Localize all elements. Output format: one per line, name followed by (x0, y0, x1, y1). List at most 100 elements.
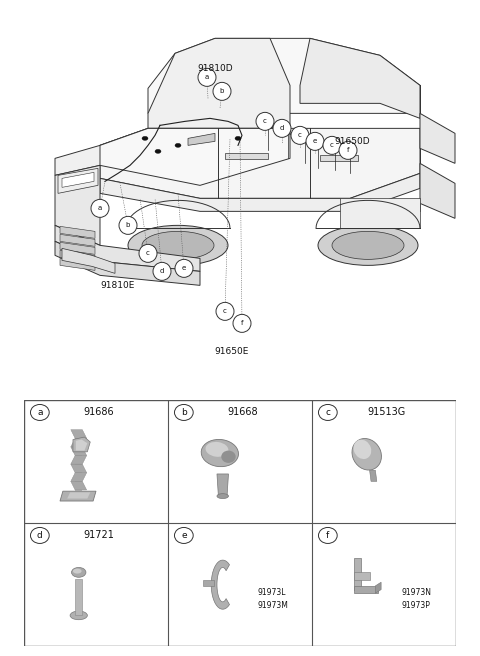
Polygon shape (60, 491, 96, 501)
Polygon shape (71, 438, 86, 447)
Text: 91973N: 91973N (401, 588, 432, 596)
Polygon shape (375, 583, 381, 593)
Polygon shape (62, 173, 94, 188)
Ellipse shape (217, 493, 228, 499)
Polygon shape (217, 474, 228, 496)
Text: d: d (280, 125, 284, 131)
Polygon shape (354, 558, 361, 590)
Circle shape (153, 262, 171, 280)
Text: c: c (146, 251, 150, 256)
Circle shape (339, 141, 357, 159)
Circle shape (318, 405, 337, 420)
Polygon shape (420, 113, 455, 163)
Ellipse shape (70, 611, 87, 620)
Ellipse shape (221, 451, 236, 463)
Ellipse shape (352, 438, 382, 470)
Text: c: c (330, 142, 334, 148)
Text: b: b (126, 222, 130, 228)
Circle shape (213, 83, 231, 100)
Polygon shape (75, 452, 83, 491)
Ellipse shape (332, 232, 404, 259)
Text: e: e (182, 266, 186, 272)
Polygon shape (300, 38, 420, 118)
Polygon shape (58, 169, 98, 194)
Text: b: b (220, 89, 224, 94)
Ellipse shape (354, 440, 371, 459)
Polygon shape (148, 38, 290, 129)
Ellipse shape (318, 226, 418, 266)
Circle shape (31, 527, 49, 543)
Text: c: c (298, 133, 302, 138)
Text: f: f (241, 320, 243, 327)
Circle shape (291, 127, 309, 144)
Text: d: d (37, 531, 43, 540)
Polygon shape (60, 226, 95, 238)
Text: 91513G: 91513G (368, 407, 406, 417)
Polygon shape (211, 560, 229, 609)
Circle shape (91, 199, 109, 217)
Polygon shape (55, 241, 200, 285)
Polygon shape (71, 473, 86, 482)
Polygon shape (73, 437, 90, 452)
Circle shape (256, 112, 274, 131)
Circle shape (323, 136, 341, 154)
Text: 91721: 91721 (84, 531, 114, 541)
Text: 91973P: 91973P (401, 601, 430, 610)
Polygon shape (60, 242, 95, 255)
Circle shape (175, 405, 193, 420)
Text: a: a (98, 205, 102, 211)
Circle shape (198, 68, 216, 87)
Polygon shape (203, 580, 214, 586)
Ellipse shape (175, 144, 181, 148)
Polygon shape (71, 455, 86, 464)
Text: 91650D: 91650D (334, 137, 370, 146)
Text: 91810D: 91810D (197, 64, 233, 73)
Text: e: e (313, 138, 317, 144)
Circle shape (233, 314, 251, 333)
Text: b: b (181, 408, 187, 417)
Text: f: f (347, 148, 349, 154)
Polygon shape (76, 440, 87, 451)
Text: e: e (181, 531, 187, 540)
Polygon shape (71, 482, 86, 490)
Polygon shape (60, 251, 95, 262)
Polygon shape (354, 572, 370, 580)
Polygon shape (100, 129, 290, 186)
Ellipse shape (142, 136, 148, 140)
Polygon shape (320, 155, 358, 161)
Polygon shape (100, 173, 420, 211)
Polygon shape (225, 154, 268, 159)
Text: 91973M: 91973M (257, 601, 288, 610)
Polygon shape (370, 470, 377, 482)
Circle shape (273, 119, 291, 137)
Polygon shape (75, 579, 83, 615)
Polygon shape (340, 198, 420, 228)
Ellipse shape (128, 226, 228, 266)
Polygon shape (148, 38, 420, 113)
Text: 91668: 91668 (228, 407, 258, 417)
Text: d: d (160, 268, 164, 274)
Polygon shape (62, 249, 115, 274)
Polygon shape (420, 163, 455, 218)
Ellipse shape (142, 232, 214, 259)
Circle shape (318, 527, 337, 543)
Text: c: c (263, 118, 267, 125)
Text: 91810E: 91810E (101, 281, 135, 290)
Polygon shape (188, 133, 215, 146)
Text: a: a (205, 74, 209, 80)
Polygon shape (60, 258, 95, 270)
Polygon shape (71, 447, 86, 455)
Ellipse shape (205, 442, 228, 457)
Circle shape (31, 405, 49, 420)
Ellipse shape (155, 150, 161, 154)
Circle shape (139, 245, 157, 262)
Circle shape (306, 133, 324, 150)
Text: f: f (326, 531, 329, 540)
Text: c: c (223, 308, 227, 314)
Text: 91650E: 91650E (215, 347, 249, 356)
Ellipse shape (72, 567, 86, 577)
Circle shape (119, 216, 137, 234)
Polygon shape (55, 129, 148, 175)
Polygon shape (67, 493, 90, 499)
Polygon shape (71, 430, 86, 438)
